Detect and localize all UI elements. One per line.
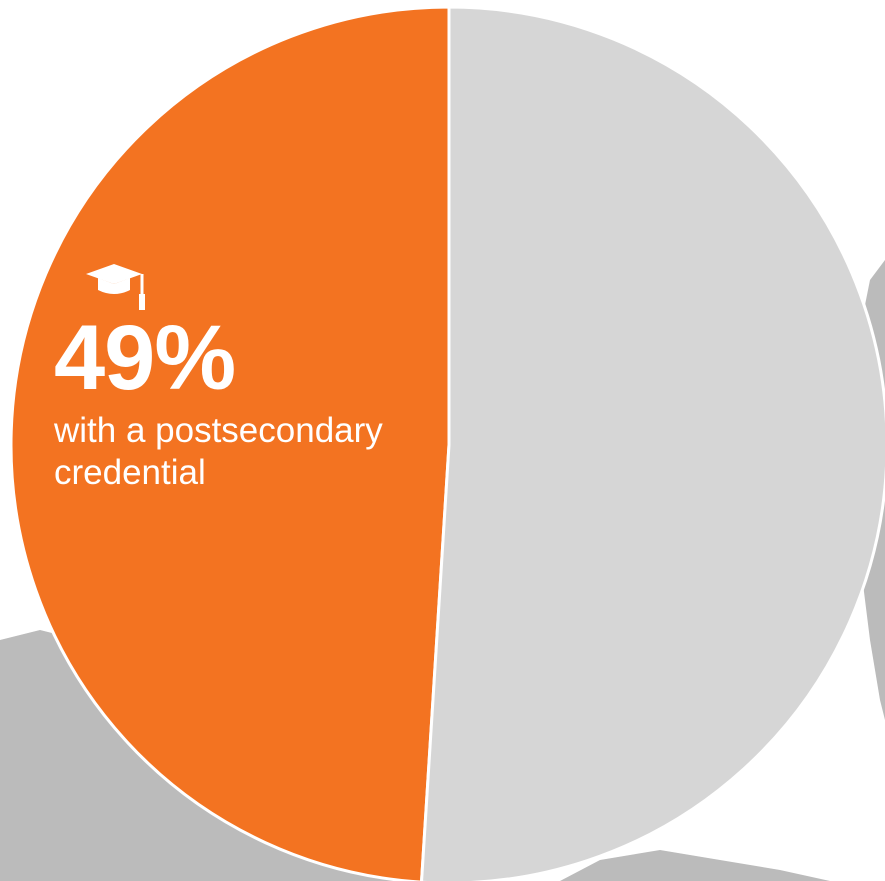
pie-slice-credential <box>9 5 451 881</box>
slice-caption: with a postsecondary credential <box>54 411 383 492</box>
slice-annotation: 49% with a postsecondary credential <box>54 262 384 494</box>
pie-slice-remainder <box>420 5 885 881</box>
background-silhouette <box>0 260 885 881</box>
graduation-cap-icon <box>86 264 145 310</box>
percentage-value: 49% <box>54 307 236 409</box>
pie-slices <box>9 5 885 881</box>
